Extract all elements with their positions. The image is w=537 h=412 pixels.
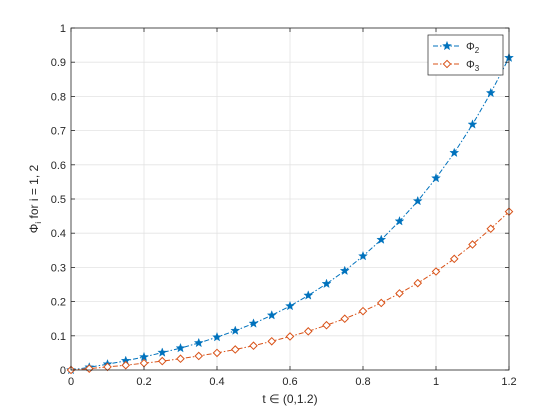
x-tick-label: 0.8 bbox=[355, 376, 370, 388]
data-point bbox=[157, 347, 168, 357]
data-point bbox=[413, 278, 423, 288]
data-point bbox=[157, 356, 167, 366]
data-point bbox=[449, 147, 460, 158]
series-layer bbox=[66, 52, 514, 375]
legend-box bbox=[427, 34, 504, 76]
x-tick-label: 0.2 bbox=[136, 376, 151, 388]
y-axis-label-symbol: Φ bbox=[27, 224, 41, 234]
data-point bbox=[321, 278, 332, 289]
x-tick-label: 0.4 bbox=[209, 376, 224, 388]
y-axis-label-rest: for i = 1, 2 bbox=[27, 164, 41, 221]
data-point bbox=[84, 364, 94, 373]
data-point bbox=[340, 314, 350, 324]
data-point bbox=[266, 310, 277, 320]
data-point bbox=[322, 320, 331, 330]
y-tick-label: 0.6 bbox=[51, 160, 66, 172]
data-point bbox=[431, 267, 441, 276]
data-point bbox=[212, 332, 222, 342]
y-tick-label: 0.8 bbox=[51, 91, 66, 103]
legend-label-symbol: Φ bbox=[466, 41, 475, 53]
data-point bbox=[485, 87, 496, 98]
data-point bbox=[103, 362, 112, 372]
legend-marker bbox=[442, 40, 452, 51]
legend-label-symbol: Φ bbox=[466, 59, 475, 71]
data-point bbox=[175, 342, 186, 353]
y-tick-label: 0.4 bbox=[51, 228, 66, 240]
data-point bbox=[394, 216, 405, 226]
data-point bbox=[486, 224, 496, 234]
legend-label: Φ2 bbox=[466, 41, 480, 55]
data-point bbox=[230, 325, 241, 335]
series-2 bbox=[66, 207, 514, 375]
data-point bbox=[449, 254, 459, 264]
legend-entry: Φ3 bbox=[433, 59, 480, 73]
data-point bbox=[358, 250, 368, 261]
y-tick-label: 0.7 bbox=[51, 126, 66, 138]
data-point bbox=[376, 298, 386, 308]
data-point bbox=[376, 234, 387, 244]
data-point bbox=[303, 290, 314, 300]
data-point bbox=[412, 195, 423, 206]
y-tick-label: 0.9 bbox=[51, 57, 66, 69]
data-point bbox=[194, 351, 204, 361]
data-point bbox=[176, 354, 185, 364]
data-point bbox=[285, 300, 295, 311]
legend-entry: Φ2 bbox=[433, 40, 480, 55]
y-tick-label: 0.5 bbox=[51, 194, 66, 206]
legend-marker bbox=[442, 59, 452, 69]
y-tick-label: 0 bbox=[60, 365, 66, 377]
x-tick-label: 0 bbox=[68, 376, 74, 388]
data-point bbox=[395, 289, 404, 298]
data-point bbox=[267, 336, 277, 346]
data-point bbox=[339, 265, 350, 276]
x-tick-label: 0.6 bbox=[282, 376, 297, 388]
y-axis-label: Φi for i = 1, 2 bbox=[27, 164, 43, 233]
data-point bbox=[285, 332, 295, 341]
legend-label-subscript: 2 bbox=[475, 46, 480, 55]
x-axis-label: t ∈ (0,1.2) bbox=[262, 392, 317, 406]
data-point bbox=[121, 360, 131, 370]
legend-label-subscript: 3 bbox=[475, 64, 480, 73]
y-tick-label: 0.2 bbox=[51, 297, 66, 309]
x-tick-label: 1 bbox=[433, 376, 439, 388]
data-point bbox=[358, 306, 368, 316]
data-point bbox=[468, 240, 477, 249]
y-tick-label: 0.1 bbox=[51, 331, 66, 343]
data-point bbox=[193, 337, 204, 348]
data-point bbox=[230, 345, 240, 354]
y-axis-label-subscript: i bbox=[34, 222, 43, 224]
data-point bbox=[249, 341, 258, 351]
y-tick-label: 0.3 bbox=[51, 262, 66, 274]
data-point bbox=[467, 119, 478, 129]
x-tick-label: 1.2 bbox=[501, 376, 516, 388]
data-point bbox=[431, 172, 441, 183]
tick-labels: 0 0.2 0.4 0.6 0.8 1 1.2 0 0.1 0.2 0.3 0.4 0.5 0.6 0.7 0… bbox=[51, 23, 517, 388]
data-point bbox=[303, 327, 313, 336]
data-point bbox=[248, 318, 259, 328]
data-point bbox=[212, 348, 222, 358]
legend-label: Φ3 bbox=[466, 59, 480, 73]
axis-ticks bbox=[70, 27, 510, 371]
y-tick-label: 1 bbox=[60, 23, 66, 35]
